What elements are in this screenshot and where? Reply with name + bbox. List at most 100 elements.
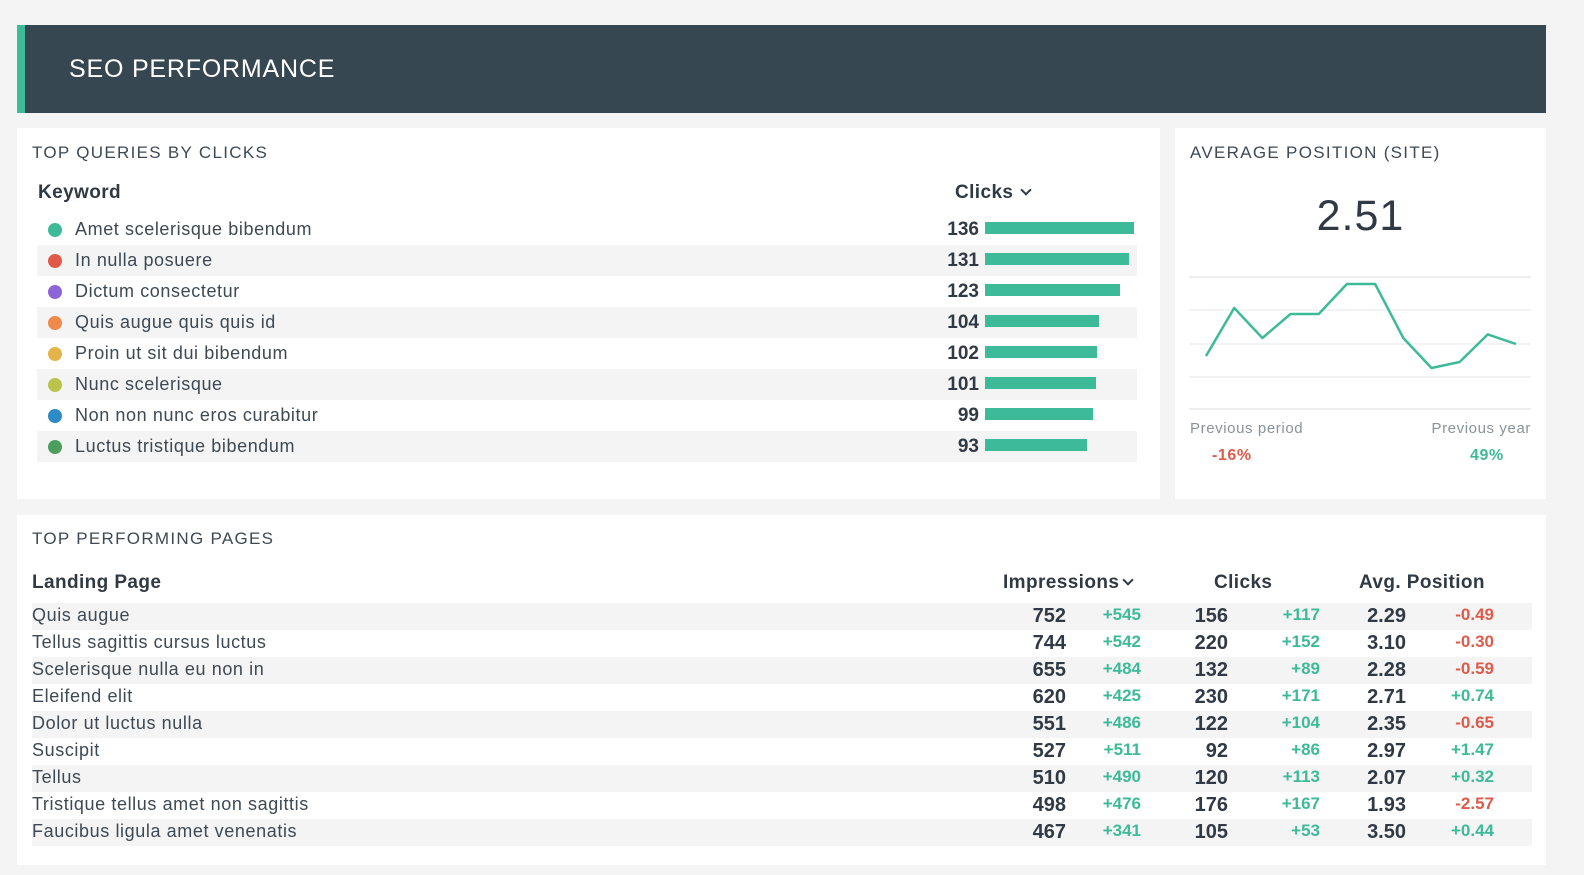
impressions-delta: +542 [1102,632,1141,651]
query-label: Dictum consectetur [75,281,240,301]
clicks-value: 120 [1194,767,1228,789]
query-clicks-value: 104 [947,312,979,333]
impressions-value: 744 [1032,632,1066,654]
position-value: 2.07 [1367,767,1406,789]
impressions-delta: +425 [1102,686,1141,705]
position-delta: -0.59 [1455,659,1494,678]
query-clicks-value: 131 [947,250,979,271]
query-row: Quis augue quis quis id 104 [37,307,1137,338]
query-clicks-bar [985,222,1134,234]
position-value: 3.50 [1367,821,1406,843]
series-color-dot [48,347,62,361]
clicks-value: 176 [1194,794,1228,816]
query-label: Amet scelerisque bibendum [75,219,313,239]
position-delta: -2.57 [1455,794,1494,813]
query-clicks-bar [985,315,1099,327]
card-title: AVERAGE POSITION (SITE) [1190,143,1441,162]
trend-line [1204,282,1517,370]
clicks-delta: +152 [1281,632,1320,651]
position-delta: +0.74 [1450,686,1494,705]
table-row: Suscipit 527 +511 92 +86 2.97 +1.47 [32,738,1532,765]
series-color-dot [48,254,62,268]
clicks-sort-header[interactable]: Clicks [955,182,1033,204]
series-color-dot [48,223,62,237]
top-queries-card: TOP QUERIES BY CLICKS Keyword Clicks Ame… [17,128,1160,499]
landing-page-link[interactable]: Eleifend elit [32,686,133,706]
card-title: TOP PERFORMING PAGES [32,529,275,548]
query-row: Non non nunc eros curabitur 99 [37,400,1137,431]
table-row: Faucibus ligula amet venenatis 467 +341 105… [32,819,1532,846]
query-row: Proin ut sit dui bibendum 102 [37,338,1137,369]
impressions-delta: +545 [1102,605,1141,624]
query-row: In nulla posuere 131 [37,245,1137,276]
chevron-down-icon [1122,574,1135,586]
impressions-value: 620 [1032,686,1066,708]
query-row: Amet scelerisque bibendum 136 [37,214,1137,245]
query-row: Luctus tristique bibendum 93 [37,431,1137,462]
impressions-value: 467 [1032,821,1066,843]
query-label: Luctus tristique bibendum [75,436,296,456]
table-row: Quis augue 752 +545 156 +117 2.29 -0.49 [32,603,1532,630]
impressions-delta: +490 [1102,767,1141,786]
position-value: 2.71 [1367,686,1406,708]
impressions-delta: +511 [1103,740,1141,759]
series-color-dot [48,316,62,330]
clicks-value: 92 [1205,740,1228,762]
position-delta: +0.44 [1450,821,1494,840]
query-clicks-value: 102 [947,343,979,364]
average-position-value: 2.51 [1316,192,1405,240]
clicks-value: 132 [1194,659,1228,681]
series-color-dot [48,440,62,454]
table-row: Eleifend elit 620 +425 230 +171 2.71 +0.74 [32,684,1532,711]
impressions-value: 527 [1032,740,1066,762]
query-clicks-bar [985,253,1129,265]
query-clicks-bar [985,346,1097,358]
landing-page-link[interactable]: Tristique tellus amet non sagittis [32,794,309,814]
clicks-delta: +53 [1291,821,1320,840]
query-clicks-bar [985,284,1120,296]
position-value: 1.93 [1367,794,1406,816]
previous-year-value: 49% [1470,447,1504,464]
position-delta: +1.47 [1450,740,1494,759]
previous-period-label: Previous period [1190,420,1304,437]
query-row: Dictum consectetur 123 [37,276,1137,307]
landing-page-link[interactable]: Quis augue [32,605,131,625]
clicks-value: 230 [1194,686,1228,708]
impressions-delta: +476 [1102,794,1141,813]
query-clicks-value: 101 [947,374,979,395]
keyword-header: Keyword [38,182,122,203]
clicks-value: 105 [1194,821,1228,843]
query-clicks-value: 99 [957,405,979,426]
query-row: Nunc scelerisque 101 [37,369,1137,400]
position-delta: -0.30 [1455,632,1494,651]
clicks-delta: +86 [1291,740,1320,759]
impressions-value: 752 [1032,605,1066,627]
clicks-value: 122 [1194,713,1228,735]
query-clicks-bar [985,439,1087,451]
landing-page-link[interactable]: Dolor ut luctus nulla [32,713,203,733]
impressions-value: 510 [1032,767,1066,789]
query-label: In nulla posuere [75,250,213,270]
position-value: 3.10 [1367,632,1406,654]
clicks-value: 156 [1194,605,1228,627]
table-row: Dolor ut luctus nulla 551 +486 122 +104 2.35 -… [32,711,1532,738]
landing-page-link[interactable]: Suscipit [32,740,100,760]
previous-period-value: -16% [1212,447,1252,464]
landing-page-link[interactable]: Faucibus ligula amet venenatis [32,821,298,841]
query-clicks-bar [985,408,1094,420]
chevron-down-icon [1020,184,1033,196]
landing-page-link[interactable]: Tellus [32,767,82,787]
impressions-header-label: Impressions [1003,572,1120,593]
clicks-delta: +171 [1281,686,1320,705]
landing-page-link[interactable]: Scelerisque nulla eu non in [32,659,265,679]
clicks-value: 220 [1194,632,1228,654]
landing-page-link[interactable]: Tellus sagittis cursus luctus [32,632,267,652]
query-clicks-value: 93 [957,436,979,457]
clicks-delta: +167 [1281,794,1320,813]
landing-page-header: Landing Page [32,572,162,593]
query-clicks-value: 136 [947,219,979,240]
clicks-delta: +89 [1291,659,1320,678]
impressions-sort-header[interactable]: Impressions [1003,572,1135,594]
card-title: TOP QUERIES BY CLICKS [32,143,269,162]
position-value: 2.28 [1367,659,1406,681]
